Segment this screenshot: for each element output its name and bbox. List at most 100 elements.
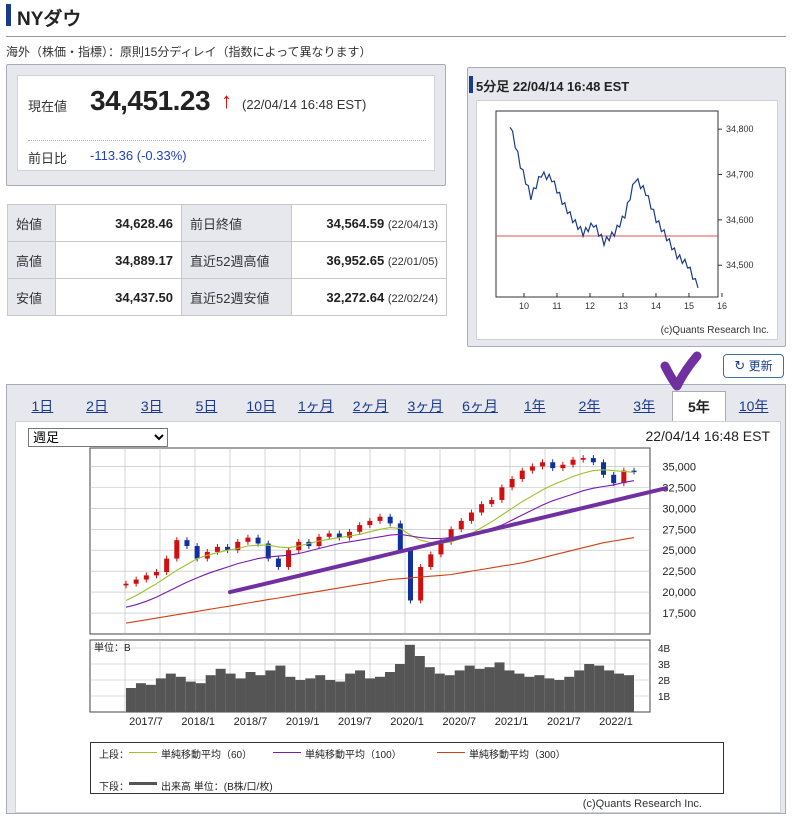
price-y-tick-label: 22,500	[662, 566, 696, 578]
stat-value-number: 34,564.59	[326, 215, 385, 231]
volume-bar	[584, 664, 595, 712]
stats-table: 始値 34,628.46 前日終値 34,564.59 (22/04/13) 高値 34,…	[7, 204, 447, 316]
x-tick-label: 2020/7	[443, 716, 477, 728]
period-select[interactable]: 週足	[28, 428, 168, 447]
intraday-y-tick-label: 34,500	[726, 260, 754, 270]
tab-5[interactable]: 1ヶ月	[298, 398, 334, 414]
sma300-line	[125, 537, 635, 624]
stat-value: 34,437.50	[55, 278, 182, 316]
tab-9[interactable]: 1年	[523, 398, 546, 414]
sma60-line	[125, 469, 635, 601]
tab-6[interactable]: 2ヶ月	[352, 398, 389, 414]
annotation-trendline	[228, 486, 668, 595]
price-y-tick-label: 17,500	[662, 608, 696, 620]
change-value: -113.36 (-0.33%)	[90, 148, 187, 163]
tab-10[interactable]: 2年	[578, 398, 601, 414]
candle-body	[529, 466, 535, 471]
stat-value: 32,272.64 (22/02/24)	[291, 278, 447, 316]
quote-divider	[28, 140, 426, 141]
current-price-label: 現在値	[28, 99, 68, 114]
tab-8[interactable]: 6ヶ月	[462, 398, 498, 414]
intraday-x-tick-label: 11	[552, 301, 561, 311]
volume-bar	[504, 670, 515, 712]
stat-value-number: 36,952.65	[326, 252, 385, 268]
legend-sma60: 単純移動平均（60）	[161, 750, 253, 761]
candle-body	[377, 516, 383, 521]
candle-body	[570, 459, 576, 465]
candle-body	[286, 550, 292, 567]
intraday-x-tick-label: 15	[684, 301, 694, 311]
candle-body	[631, 470, 637, 473]
intraday-x-tick-label: 16	[717, 301, 727, 311]
candle-body	[519, 470, 525, 479]
stat-label: 直近52週安値	[181, 278, 292, 316]
x-tick-label: 2020/1	[390, 716, 424, 728]
price-y-tick-label: 32,500	[662, 482, 696, 494]
x-tick-label: 2019/7	[338, 716, 372, 728]
volume-bar	[484, 667, 495, 712]
volume-bar	[404, 644, 415, 712]
tab-13[interactable]: 10年	[738, 398, 769, 414]
volume-bar	[345, 673, 356, 712]
refresh-icon: ↻	[734, 358, 746, 373]
stat-label: 安値	[7, 278, 56, 316]
stats-row: 高値 34,889.17 直近52週高値 36,952.65 (22/01/05)	[7, 241, 447, 279]
main-chart-panel: 1日 2日 3日 5日 10日 1ヶ月 2ヶ月 3ヶ月 6ヶ月 1年 2年 3年 5年 10年 週足 22…	[6, 384, 786, 814]
x-tick-label: 2019/1	[286, 716, 320, 728]
period-tabs: 1日 2日 3日 5日 10日 1ヶ月 2ヶ月 3ヶ月 6ヶ月 1年 2年 3年 5年 10年	[15, 391, 781, 423]
volume-unit-label: 単位：B	[94, 641, 131, 654]
candle-body	[601, 462, 607, 475]
volume-bar	[514, 673, 525, 712]
intraday-credit: (c)Quants Research Inc.	[661, 325, 769, 336]
candle-body	[367, 520, 373, 526]
candle-body	[387, 516, 393, 524]
tab-3[interactable]: 5日	[195, 398, 218, 414]
stat-value-number: 32,272.64	[326, 289, 385, 305]
volume-bar	[145, 684, 156, 712]
intraday-x-tick-label: 10	[519, 301, 529, 311]
tab-12[interactable]: 5年	[671, 391, 727, 423]
candle-body	[448, 529, 454, 542]
stats-row: 安値 34,437.50 直近52週安値 32,272.64 (22/02/24)	[7, 278, 447, 316]
volume-bar	[325, 680, 336, 712]
candle-body	[225, 546, 231, 551]
volume-y-tick-label: 3B	[658, 660, 671, 671]
current-price: 34,451.23	[90, 85, 211, 116]
volume-bar	[464, 665, 475, 712]
tab-2[interactable]: 3日	[140, 398, 163, 414]
quote-box: 現在値 34,451.23 ↑ (22/04/14 16:48 EST) 前日比…	[17, 75, 435, 171]
tab-4[interactable]: 10日	[246, 398, 276, 414]
volume-bar	[554, 680, 565, 712]
legend-sma300-swatch	[437, 752, 465, 753]
intraday-x-tick-label: 14	[651, 301, 661, 311]
stat-label: 高値	[7, 241, 56, 279]
volume-bar	[225, 673, 236, 712]
candle-body	[590, 458, 596, 463]
refresh-button[interactable]: ↻ 更新	[723, 354, 784, 378]
volume-bar	[155, 678, 166, 712]
volume-bar	[444, 675, 455, 712]
volume-bar	[355, 670, 366, 712]
intraday-y-tick-label: 34,800	[726, 124, 754, 134]
tab-0[interactable]: 1日	[31, 398, 54, 414]
main-chart-timestamp: 22/04/14 16:48 EST	[645, 428, 770, 444]
candle-body	[194, 546, 200, 559]
tab-1[interactable]: 2日	[86, 398, 108, 414]
legend-upper-label: 上段：	[99, 750, 129, 761]
annotation-check-stroke	[660, 351, 702, 391]
tab-11[interactable]: 3年	[633, 398, 656, 414]
intraday-chart: 34,800 34,700 34,600 34,500 10 11 12 13 14 15 16 (c…	[495, 110, 769, 336]
candle-body	[468, 512, 474, 521]
intraday-x-tick-label: 12	[585, 301, 595, 311]
candle-body	[458, 520, 464, 530]
tab-7[interactable]: 3ヶ月	[407, 398, 444, 414]
volume-bar	[594, 665, 605, 712]
volume-bar	[215, 668, 226, 712]
x-tick-label: 2022/1	[599, 716, 633, 728]
candle-body	[418, 566, 424, 601]
candle-body	[621, 470, 627, 484]
legend-volume-swatch	[129, 782, 157, 785]
volume-bar	[285, 676, 296, 712]
volume-bar	[235, 678, 246, 712]
volume-bar	[394, 664, 405, 712]
